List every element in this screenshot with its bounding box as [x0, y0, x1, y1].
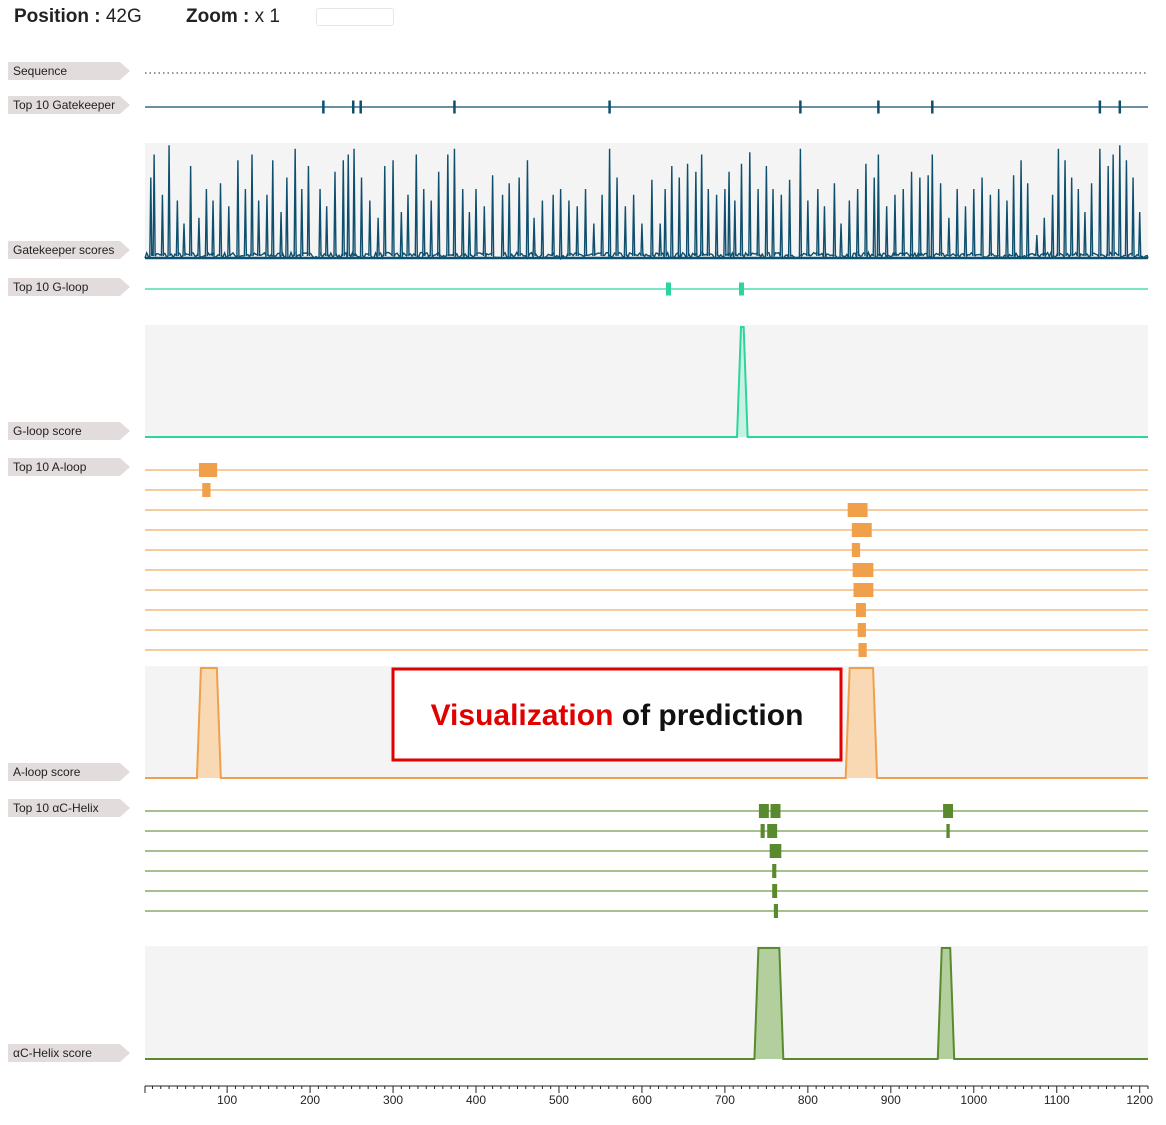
al-top-hit [847, 503, 868, 517]
track-label-tag [8, 278, 130, 296]
gk-top-hit [931, 100, 934, 114]
track-label-text: A-loop score [13, 765, 81, 779]
track-label-gl-top[interactable]: Top 10 G-loop [8, 278, 130, 296]
al-top-hit [857, 623, 866, 637]
track-label-al-score[interactable]: A-loop score [8, 763, 130, 781]
track-label-tag [8, 763, 130, 781]
axis-tick-label: 500 [549, 1093, 569, 1107]
al-top-hit [852, 563, 874, 577]
axis-tick-label: 200 [300, 1093, 320, 1107]
position-readout: Position : 42G [14, 6, 142, 28]
ac-top-hit [946, 824, 950, 838]
annotation-highlight: Visualization [431, 699, 614, 732]
track-label-text: Top 10 G-loop [13, 280, 89, 294]
track-label-ac-score[interactable]: αC-Helix score [8, 1044, 130, 1062]
prediction-annotation: Visualization of prediction [391, 667, 843, 762]
al-score-peak-fill [845, 668, 878, 778]
ac-score-peak-fill [937, 948, 955, 1059]
axis-tick-label: 900 [881, 1093, 901, 1107]
ac-score-panel [145, 946, 1148, 1059]
position-label: Position : [14, 6, 106, 27]
ac-top-hit [760, 824, 765, 838]
al-top-hit [198, 463, 218, 477]
ac-top-hit [943, 804, 954, 818]
annotation-text: Visualization of prediction [431, 699, 804, 732]
al-score-peak-fill [196, 668, 221, 778]
track-label-tag [8, 799, 130, 817]
gk-top-hit [322, 100, 325, 114]
ac-top-hit [769, 844, 782, 858]
axis-tick-label: 400 [466, 1093, 486, 1107]
zoom-label: Zoom : [186, 6, 255, 27]
al-score-line [145, 667, 1148, 779]
track-label-text: αC-Helix score [13, 1046, 92, 1060]
track-label-gk-top[interactable]: Top 10 Gatekeeper [8, 96, 130, 114]
track-label-tag [8, 1044, 130, 1062]
track-label-tag [8, 96, 130, 114]
x-axis: 100 200 300 400 500 600 700 800 900 1000 1100 1200 [144, 1085, 1153, 1107]
annotation-box [391, 667, 843, 762]
track-label-tag [8, 458, 130, 476]
gl-top-hit [665, 282, 671, 296]
track-label-gl-score[interactable]: G-loop score [8, 422, 130, 440]
axis-tick-label: 1100 [1044, 1093, 1070, 1107]
track-labels-layer: Sequence Top 10 Gatekeeper Gatekeeper scor… [8, 62, 130, 1062]
axis-tick-label: 800 [798, 1093, 818, 1107]
al-top-hit [858, 643, 867, 657]
gatekeeper-score-line [144, 145, 1149, 261]
axis-tick-label: 300 [383, 1093, 403, 1107]
gk-top-hit [359, 100, 362, 114]
track-label-text: Top 10 A-loop [13, 460, 87, 474]
gl-top-hit [738, 282, 744, 296]
gl-score-panel [145, 325, 1148, 437]
axis-tick-label: 1000 [960, 1093, 987, 1107]
gk-top-hit [877, 100, 880, 114]
ac-top-hit [772, 884, 778, 898]
zoom-readout: Zoom : x 1 [186, 6, 280, 28]
axis-tick-label: 700 [715, 1093, 735, 1107]
zoom-value: x 1 [254, 6, 280, 27]
gk-top-hit [1118, 100, 1122, 114]
ac-top-hit [773, 904, 778, 918]
al-top-hit [202, 483, 211, 497]
al-top-hit [853, 583, 874, 597]
axis-tick-label: 1200 [1126, 1093, 1153, 1107]
track-label-sequence[interactable]: Sequence [8, 62, 130, 80]
gl-score-peak-fill [737, 327, 748, 437]
gk-top-hit [1098, 100, 1102, 114]
al-top-hit [851, 543, 861, 557]
ac-top-hit [772, 864, 777, 878]
ac-score-line [145, 947, 1148, 1060]
track-label-tag [8, 62, 130, 80]
ac-top-hit [770, 804, 781, 818]
al-top-hit [851, 523, 872, 537]
track-label-text: Top 10 Gatekeeper [13, 98, 115, 112]
track-label-tag [8, 241, 130, 259]
track-label-text: Gatekeeper scores [13, 243, 114, 257]
gk-top-hit [608, 100, 611, 114]
ac-top-hit [767, 824, 778, 838]
position-value: 42G [105, 6, 142, 27]
gk-top-hit [453, 100, 456, 114]
annotation-rest: of prediction [613, 699, 803, 732]
position-search-input[interactable] [316, 8, 394, 26]
track-label-ac-top[interactable]: Top 10 αC-Helix [8, 799, 130, 817]
gl-score-line [145, 326, 1148, 438]
gk-top-hit [799, 100, 802, 114]
axis-tick-label: 100 [217, 1093, 237, 1107]
track-label-text: G-loop score [13, 424, 82, 438]
al-top-hit [855, 603, 866, 617]
ac-top-hit [758, 804, 769, 818]
gk-top-hit [351, 100, 355, 114]
track-label-gk-score[interactable]: Gatekeeper scores [8, 241, 130, 259]
tracks-layer [144, 72, 1149, 1060]
track-label-text: Sequence [13, 64, 67, 78]
ac-score-peak-fill [754, 948, 784, 1059]
axis-tick-label: 600 [632, 1093, 652, 1107]
track-label-al-top[interactable]: Top 10 A-loop [8, 458, 130, 476]
track-label-tag [8, 422, 130, 440]
track-label-text: Top 10 αC-Helix [13, 801, 99, 815]
